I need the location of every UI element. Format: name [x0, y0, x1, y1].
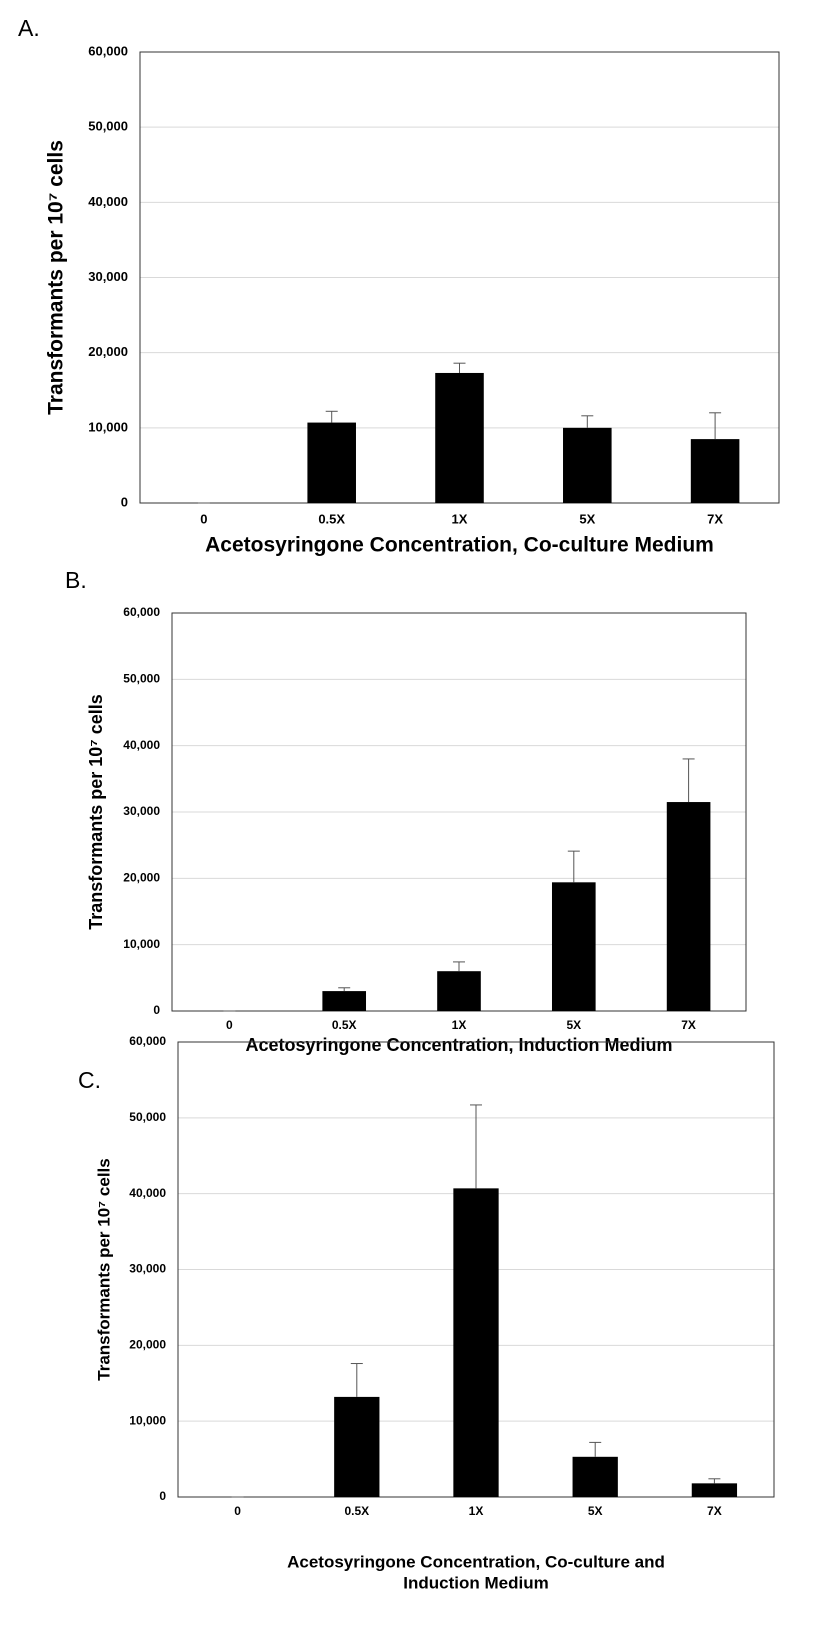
- y-tick-label: 30,000: [88, 269, 128, 284]
- bar: [551, 882, 596, 1011]
- x-tick-label: 5X: [588, 1504, 603, 1518]
- x-tick-label: 0.5X: [318, 511, 345, 526]
- x-tick-label: 0: [226, 1018, 233, 1032]
- y-tick-label: 60,000: [123, 605, 160, 619]
- y-tick-label: 60,000: [88, 43, 128, 58]
- x-axis-title: Acetosyringone Concentration, Co-culture…: [205, 534, 714, 557]
- bar: [666, 802, 711, 1011]
- bar: [563, 427, 612, 503]
- x-tick-label: 5X: [579, 511, 595, 526]
- bar: [691, 1483, 738, 1497]
- y-tick-label: 40,000: [88, 194, 128, 209]
- x-tick-label: 1X: [452, 1018, 467, 1032]
- y-tick-label: 40,000: [123, 738, 160, 752]
- x-tick-label: 1X: [469, 1504, 484, 1518]
- x-tick-label: 0: [234, 1504, 241, 1518]
- y-tick-label: 50,000: [123, 672, 160, 686]
- bar: [572, 1456, 618, 1497]
- x-tick-label: 1X: [452, 511, 468, 526]
- y-axis-title: Transformants per 10⁷ cells: [94, 1158, 113, 1380]
- x-axis-title: Induction Medium: [403, 1573, 548, 1592]
- x-tick-label: 7X: [707, 511, 723, 526]
- x-tick-label: 0.5X: [344, 1504, 369, 1518]
- bar: [307, 422, 356, 503]
- panel-label: A.: [18, 15, 40, 41]
- bar: [435, 372, 484, 503]
- panel-label: B.: [65, 567, 87, 593]
- y-tick-label: 20,000: [123, 871, 160, 885]
- x-tick-label: 7X: [681, 1018, 696, 1032]
- bar: [453, 1188, 499, 1497]
- y-tick-label: 0: [153, 1003, 160, 1017]
- y-tick-label: 50,000: [88, 119, 128, 134]
- x-tick-label: 5X: [566, 1018, 581, 1032]
- x-tick-label: 0.5X: [332, 1018, 357, 1032]
- y-axis-title: Transformants per 10⁷ cells: [86, 694, 106, 930]
- x-axis-title: Acetosyringone Concentration, Co-culture…: [287, 1552, 665, 1571]
- bar: [437, 971, 481, 1011]
- y-tick-label: 10,000: [129, 1413, 166, 1427]
- y-tick-label: 0: [121, 494, 128, 509]
- y-axis-title: Transformants per 10⁷ cells: [45, 140, 68, 415]
- bar: [322, 991, 367, 1011]
- y-tick-label: 30,000: [123, 804, 160, 818]
- bar: [334, 1396, 380, 1497]
- x-tick-label: 0: [200, 511, 207, 526]
- y-tick-label: 20,000: [88, 344, 128, 359]
- y-tick-label: 10,000: [88, 419, 128, 434]
- x-axis-title: Acetosyringone Concentration, Induction …: [245, 1035, 672, 1055]
- y-tick-label: 50,000: [129, 1110, 166, 1124]
- y-tick-label: 30,000: [129, 1262, 166, 1276]
- bar: [690, 439, 740, 503]
- x-tick-label: 7X: [707, 1504, 722, 1518]
- y-tick-label: 60,000: [129, 1034, 166, 1048]
- y-tick-label: 0: [159, 1489, 166, 1503]
- y-tick-label: 10,000: [123, 937, 160, 951]
- y-tick-label: 40,000: [129, 1186, 166, 1200]
- y-tick-label: 20,000: [129, 1338, 166, 1352]
- panel-label: C.: [78, 1067, 101, 1093]
